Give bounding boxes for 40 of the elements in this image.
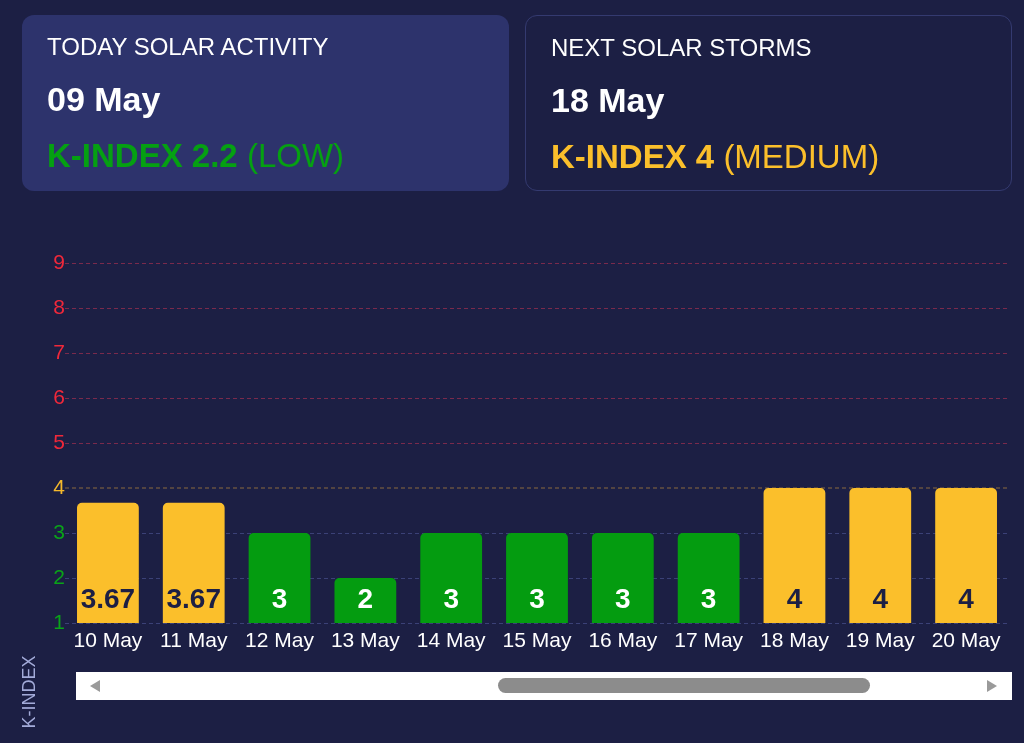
x-tick-label: 19 May <box>845 628 916 652</box>
text: TODAY SOLAR ACTIVITY <box>47 33 329 60</box>
x-tick-label: 15 May <box>502 628 572 652</box>
x-tick-label: 14 May <box>416 628 487 652</box>
x-tick-label: 10 May <box>73 628 143 652</box>
y-tick-label: 3 <box>53 519 65 543</box>
text: K-INDEX 2.2 <box>47 137 238 174</box>
y-tick-label: 6 <box>53 384 65 408</box>
y-tick-label: 5 <box>53 429 65 453</box>
x-tick-label: 13 May <box>330 628 401 652</box>
data-label: 4 <box>786 582 803 614</box>
x-tick-label: 12 May <box>245 628 315 652</box>
data-label: 3 <box>615 582 631 614</box>
data-label: 3 <box>443 582 459 614</box>
x-tick-label: 20 May <box>931 628 1002 652</box>
data-label: 4 <box>872 582 889 614</box>
y-tick-label: 4 <box>53 474 66 498</box>
text: (LOW) <box>246 137 345 174</box>
y-tick-label: 7 <box>53 339 65 363</box>
y-tick-label: 2 <box>53 564 65 588</box>
y-axis-title: K-INDEX <box>18 655 39 729</box>
text: (MEDIUM) <box>723 138 880 175</box>
x-tick-label: 16 May <box>588 628 658 652</box>
text: K-INDEX 4 <box>551 138 715 175</box>
x-tick-label: 18 May <box>760 628 830 652</box>
data-label: 2 <box>357 582 374 614</box>
data-label: 3.67 <box>166 582 221 614</box>
data-label: 3 <box>529 582 545 614</box>
data-label: 3 <box>700 582 717 614</box>
y-tick-label: 1 <box>53 609 65 633</box>
y-tick-label: 9 <box>53 249 65 273</box>
text: 18 May <box>551 81 665 119</box>
data-label: 4 <box>958 582 975 614</box>
text: 09 May <box>47 80 161 118</box>
y-tick-label: 8 <box>53 294 65 318</box>
data-label: 3 <box>271 582 288 614</box>
x-tick-label: 17 May <box>674 628 744 652</box>
x-tick-label: 11 May <box>160 628 228 652</box>
data-label: 3.67 <box>80 582 136 614</box>
text: NEXT SOLAR STORMS <box>551 34 812 61</box>
